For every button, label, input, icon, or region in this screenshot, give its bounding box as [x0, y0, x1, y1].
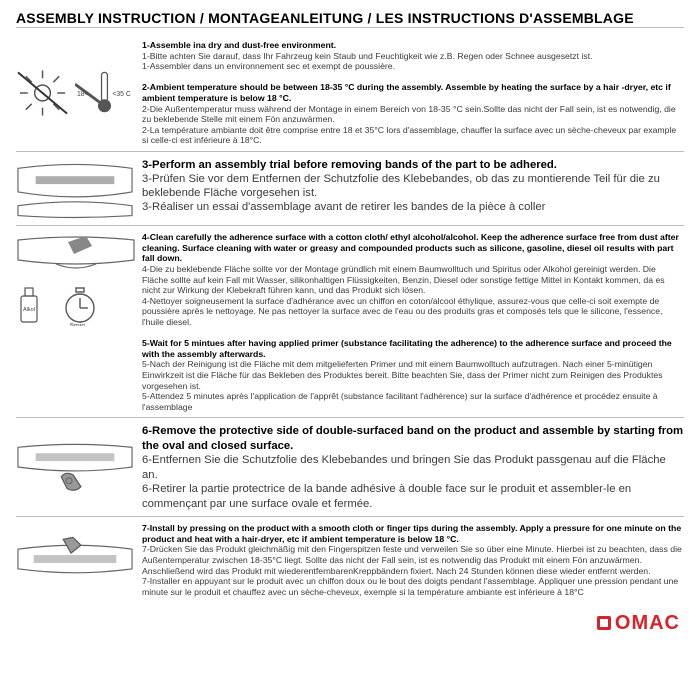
bottle-icon: Alkol: [16, 286, 42, 326]
step5-body: 5-Nach der Reinigung ist die Fläche mit …: [142, 359, 663, 411]
thermometer-icon: 18< <35 C: [75, 66, 134, 120]
illus-press: [16, 523, 142, 597]
sun-icon: [16, 66, 69, 120]
illus-clean-primer: Alkol 5min: [16, 232, 142, 412]
peel-icon: [16, 439, 134, 497]
step-6-text: 6-Remove the protective side of double-s…: [142, 424, 684, 511]
illus-trial: [16, 158, 142, 220]
sill-trial-icon: [16, 158, 134, 220]
step3-lead: 3-Perform an assembly trial before remov…: [142, 159, 557, 171]
step-3: 3-Perform an assembly trial before remov…: [16, 152, 684, 226]
step7-body: 7-Drücken Sie das Produkt gleichmäßig mi…: [142, 544, 682, 596]
logo-text: OMAC: [615, 612, 680, 635]
step3-body: 3-Prüfen Sie vor dem Entfernen der Schut…: [142, 173, 660, 213]
step-4-5: Alkol 5min 4-Clean carefully the adheren…: [16, 226, 684, 418]
step7-lead: 7-Install by pressing on the product wit…: [142, 523, 681, 544]
title-rule: [16, 27, 684, 28]
step2-body: 2-Die Außentemperatur muss während der M…: [142, 104, 676, 146]
step-7: 7-Install by pressing on the product wit…: [16, 517, 684, 602]
illus-sun-temp: 18< <35 C: [16, 40, 142, 146]
step-7-text: 7-Install by pressing on the product wit…: [142, 523, 684, 597]
illus-remove-band: [16, 424, 142, 511]
step-3-text: 3-Perform an assembly trial before remov…: [142, 158, 684, 220]
step-6: 6-Remove the protective side of double-s…: [16, 418, 684, 517]
step4-body: 4-Die zu beklebende Fläche sollte vor de…: [142, 264, 665, 327]
step6-body: 6-Entfernen Sie die Schutzfolie des Kleb…: [142, 454, 666, 509]
timer-icon: 5min: [60, 286, 100, 326]
svg-text:18<: 18<: [77, 91, 89, 98]
instruction-page: ASSEMBLY INSTRUCTION / MONTAGEANLEITUNG …: [0, 0, 700, 700]
brand-logo: OMAC: [16, 602, 684, 636]
press-icon: [16, 535, 134, 585]
step-1-2: 18< <35 C 1-Assemble ina dry and dust-fr…: [16, 34, 684, 152]
bottle-label: Alkol: [23, 307, 35, 313]
step-1-2-text: 1-Assemble ina dry and dust-free environ…: [142, 40, 684, 146]
page-title: ASSEMBLY INSTRUCTION / MONTAGEANLEITUNG …: [16, 10, 684, 26]
step2-lead: 2-Ambient temperature should be between …: [142, 82, 671, 103]
logo-square-icon: [597, 616, 611, 630]
timer-label: 5min: [70, 323, 85, 326]
step1-lead: 1-Assemble ina dry and dust-free environ…: [142, 40, 336, 50]
step5-lead: 5-Wait for 5 mintues after having applie…: [142, 338, 672, 359]
svg-text:<35 C: <35 C: [112, 91, 131, 98]
step1-body: 1-Bitte achten Sie darauf, dass Ihr Fahr…: [142, 51, 593, 72]
step4-lead: 4-Clean carefully the adherence surface …: [142, 232, 679, 263]
step-4-5-text: 4-Clean carefully the adherence surface …: [142, 232, 684, 412]
step6-lead: 6-Remove the protective side of double-s…: [142, 425, 683, 451]
cleaning-icon: [16, 232, 136, 280]
